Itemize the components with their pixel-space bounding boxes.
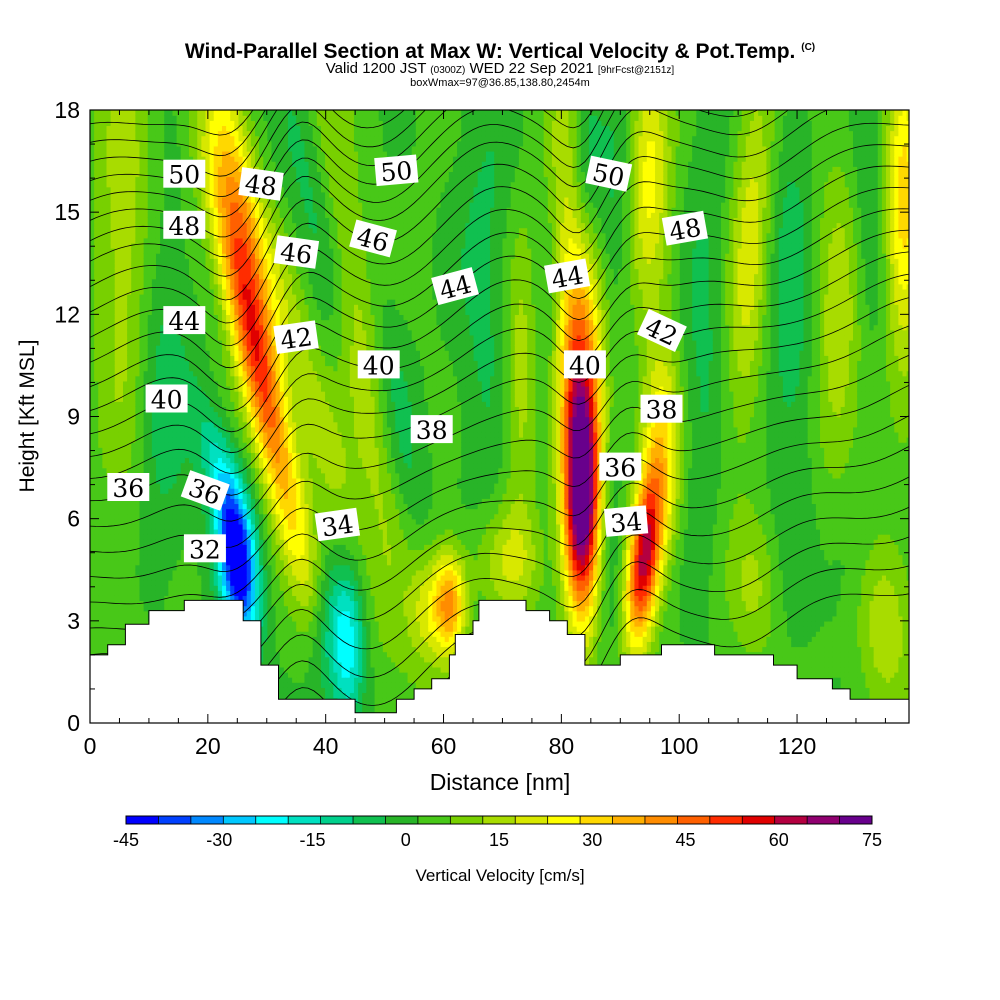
x-tick-label: 20 — [195, 733, 221, 759]
colorbar-tick-label: 60 — [769, 830, 789, 850]
colorbar-swatch — [418, 816, 451, 824]
colorbar-swatch — [385, 816, 418, 824]
colorbar-tick-label: 45 — [675, 830, 695, 850]
colorbar-swatch — [223, 816, 256, 824]
contour-label: 40 — [358, 350, 400, 380]
colorbar-swatch — [288, 816, 321, 824]
contour-label-text: 50 — [168, 161, 200, 190]
colorbar-tick-label: 75 — [862, 830, 882, 850]
contour-label: 38 — [641, 395, 683, 425]
colorbar-swatch — [515, 816, 548, 824]
contour-label: 34 — [315, 508, 361, 544]
colorbar-swatch — [191, 816, 224, 824]
colorbar-swatch — [450, 816, 483, 824]
colorbar-swatch — [256, 816, 289, 824]
contour-label-text: 36 — [604, 454, 636, 483]
contour-label-text: 48 — [168, 212, 200, 241]
contour-label: 50 — [374, 155, 418, 189]
contour-label-text: 38 — [416, 416, 448, 445]
colorbar-swatch — [775, 816, 808, 824]
colorbar-tick-label: -45 — [113, 830, 139, 850]
x-tick-label: 40 — [313, 733, 339, 759]
colorbar-label: Vertical Velocity [cm/s] — [415, 866, 584, 885]
colorbar: -45 -30 -15 0 15 30 45 60 75 — [113, 816, 882, 850]
contour-label-text: 40 — [151, 386, 183, 415]
contour-label: 40 — [146, 385, 188, 415]
contour-label: 34 — [604, 505, 648, 539]
colorbar-swatch — [158, 816, 191, 824]
contour-label: 42 — [273, 320, 319, 356]
colorbar-swatch — [742, 816, 775, 824]
y-tick-label: 0 — [67, 710, 80, 736]
contour-label: 46 — [273, 235, 319, 271]
colorbar-swatch — [613, 816, 646, 824]
x-tick-label: 60 — [431, 733, 457, 759]
colorbar-swatch — [353, 816, 386, 824]
colorbar-swatch — [548, 816, 581, 824]
colorbar-swatch — [840, 816, 873, 824]
colorbar-swatch — [126, 816, 159, 824]
colorbar-swatch — [645, 816, 678, 824]
contour-label-text: 48 — [243, 169, 279, 202]
y-tick-label: 9 — [67, 404, 80, 430]
colorbar-swatch — [677, 816, 710, 824]
contour-label-text: 32 — [189, 535, 221, 564]
colorbar-swatch — [321, 816, 354, 824]
contour-label-text: 34 — [609, 507, 643, 539]
x-tick-label: 80 — [549, 733, 575, 759]
contour-label-text: 46 — [278, 237, 314, 270]
colorbar-tick-label: 0 — [401, 830, 411, 850]
y-tick-label: 18 — [54, 97, 80, 123]
contour-label: 36 — [107, 473, 149, 503]
contour-label: 48 — [238, 167, 284, 203]
contour-label: 36 — [599, 453, 641, 483]
colorbar-swatch — [483, 816, 516, 824]
contour-label-text: 40 — [363, 351, 395, 380]
y-tick-label: 12 — [54, 301, 80, 327]
contour-label-text: 44 — [549, 260, 585, 294]
contour-label-text: 36 — [112, 474, 144, 503]
contour-label-text: 34 — [320, 509, 356, 542]
contour-label-text: 42 — [279, 322, 315, 355]
colorbar-tick-label: 15 — [489, 830, 509, 850]
contour-label: 38 — [411, 415, 453, 445]
contour-label: 50 — [163, 160, 205, 190]
y-tick-label: 3 — [67, 608, 80, 634]
y-tick-label: 15 — [54, 199, 80, 225]
x-axis-label: Distance [nm] — [430, 769, 571, 795]
contour-label: 40 — [564, 350, 606, 380]
x-tick-label: 100 — [660, 733, 698, 759]
y-tick-label: 6 — [67, 506, 80, 532]
contour-label-text: 40 — [569, 351, 601, 380]
colorbar-tick-label: 30 — [582, 830, 602, 850]
contour-label-text: 48 — [667, 213, 703, 247]
colorbar-swatch — [580, 816, 613, 824]
x-tick-label: 120 — [778, 733, 816, 759]
colorbar-tick-label: -15 — [299, 830, 325, 850]
contour-label: 32 — [184, 534, 226, 564]
contour-label-text: 38 — [646, 396, 678, 425]
contour-label-text: 50 — [379, 156, 413, 188]
x-tick-label: 0 — [84, 733, 97, 759]
contour-label: 48 — [163, 211, 205, 241]
colorbar-swatch — [710, 816, 743, 824]
contour-label: 44 — [163, 306, 205, 336]
colorbar-swatch — [807, 816, 840, 824]
y-axis-label: Height [Kft MSL] — [16, 340, 39, 493]
contour-label-text: 44 — [168, 307, 200, 336]
colorbar-tick-label: -30 — [206, 830, 232, 850]
